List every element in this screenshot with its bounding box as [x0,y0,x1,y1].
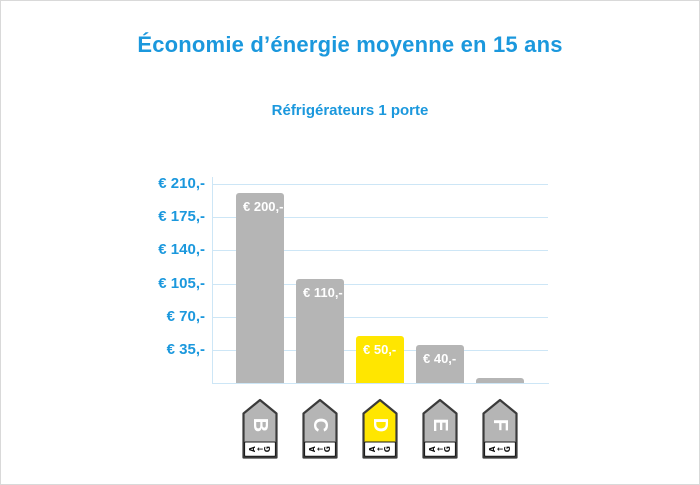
energy-scale-box [424,441,456,457]
bar-value-label: € 200,- [243,199,284,214]
gridline [212,217,548,218]
energy-scale-glyph: A [248,446,257,452]
gridline [212,284,548,285]
energy-class-tag-F: F A ← G [482,398,518,459]
y-axis-tick-label: € 175,- [158,208,205,225]
energy-scale-glyph: A [368,446,377,452]
energy-class-tag-D: D A ← G [362,398,398,459]
bar-value-label: € 50,- [363,342,397,357]
energy-class-tag-E: E A ← G [422,398,458,459]
y-axis-tick-label: € 35,- [166,341,205,358]
y-axis-tick-label: € 140,- [158,241,205,258]
energy-class-letter: D [369,418,391,432]
bar-D: € 50,- [356,336,404,383]
energy-scale-glyph: G [503,446,512,452]
energy-scale-glyph: A [488,446,497,452]
y-axis-line [212,177,213,384]
gridline [212,184,548,185]
gridline [212,317,548,318]
bar-B: € 200,- [236,193,284,383]
energy-scale-glyph: G [263,446,272,452]
energy-class-letter: C [309,418,331,432]
energy-scale-glyph: ← [497,445,503,454]
energy-scale-glyph: G [383,446,392,452]
energy-class-letter: B [249,418,271,432]
energy-scale-glyph: ← [377,445,383,454]
bar-C: € 110,- [296,279,344,383]
energy-class-tag-C: C A ← G [302,398,338,459]
energy-scale-glyph: ← [257,445,263,454]
bar-E: € 40,- [416,345,464,383]
energy-scale-glyph: A [428,446,437,452]
chart-subtitle: Réfrigérateurs 1 porte [271,102,429,119]
bar-F [476,378,524,383]
energy-class-letter: E [429,418,451,431]
energy-scale-glyph: ← [317,445,323,454]
energy-scale-glyph: A [308,446,317,452]
energy-scale-box [244,441,276,457]
energy-scale-box [484,441,516,457]
energy-scale-glyph: ← [437,445,443,454]
x-axis-line [212,383,549,384]
y-axis-tick-label: € 70,- [166,308,205,325]
energy-class-letter: F [489,419,511,431]
gridline [212,250,548,251]
y-axis-tick-label: € 105,- [158,275,205,292]
energy-scale-box [304,441,336,457]
energy-scale-box [364,441,396,457]
chart-title: Économie d’énergie moyenne en 15 ans [137,32,563,57]
y-axis-tick-label: € 210,- [158,175,205,192]
energy-scale-glyph: G [443,446,452,452]
energy-scale-glyph: G [323,446,332,452]
energy-class-tag-B: B A ← G [242,398,278,459]
bar-value-label: € 110,- [303,285,343,300]
bar-value-label: € 40,- [423,351,457,366]
